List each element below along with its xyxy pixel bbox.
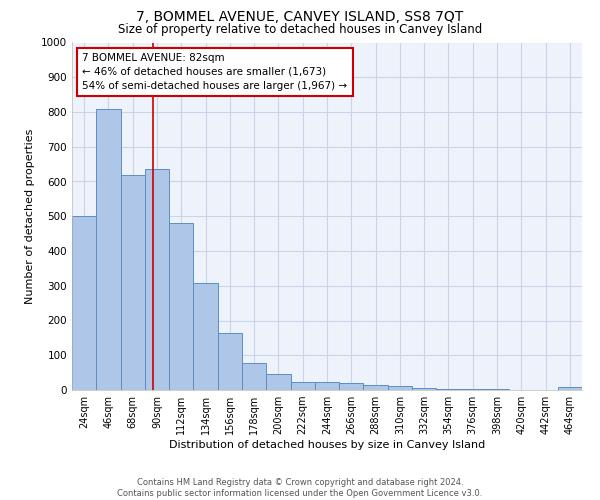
Bar bbox=[461, 389, 485, 390]
Bar bbox=[339, 383, 364, 390]
Bar bbox=[364, 386, 388, 390]
Bar bbox=[193, 283, 218, 390]
Bar bbox=[145, 170, 169, 390]
Bar bbox=[72, 216, 96, 390]
Bar bbox=[96, 108, 121, 390]
Text: Contains HM Land Registry data © Crown copyright and database right 2024.
Contai: Contains HM Land Registry data © Crown c… bbox=[118, 478, 482, 498]
Bar bbox=[266, 374, 290, 390]
Bar bbox=[485, 389, 509, 390]
Text: 7 BOMMEL AVENUE: 82sqm
← 46% of detached houses are smaller (1,673)
54% of semi-: 7 BOMMEL AVENUE: 82sqm ← 46% of detached… bbox=[82, 53, 347, 91]
Text: 7, BOMMEL AVENUE, CANVEY ISLAND, SS8 7QT: 7, BOMMEL AVENUE, CANVEY ISLAND, SS8 7QT bbox=[136, 10, 464, 24]
Bar bbox=[290, 382, 315, 390]
X-axis label: Distribution of detached houses by size in Canvey Island: Distribution of detached houses by size … bbox=[169, 440, 485, 450]
Bar bbox=[315, 382, 339, 390]
Y-axis label: Number of detached properties: Number of detached properties bbox=[25, 128, 35, 304]
Bar bbox=[218, 334, 242, 390]
Text: Size of property relative to detached houses in Canvey Island: Size of property relative to detached ho… bbox=[118, 22, 482, 36]
Bar bbox=[436, 388, 461, 390]
Bar bbox=[412, 388, 436, 390]
Bar bbox=[169, 223, 193, 390]
Bar bbox=[242, 363, 266, 390]
Bar bbox=[388, 386, 412, 390]
Bar bbox=[558, 386, 582, 390]
Bar bbox=[121, 174, 145, 390]
